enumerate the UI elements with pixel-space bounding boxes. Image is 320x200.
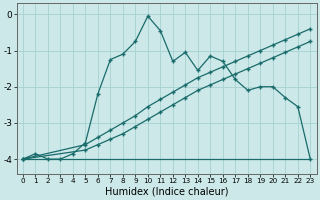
X-axis label: Humidex (Indice chaleur): Humidex (Indice chaleur) xyxy=(105,187,228,197)
